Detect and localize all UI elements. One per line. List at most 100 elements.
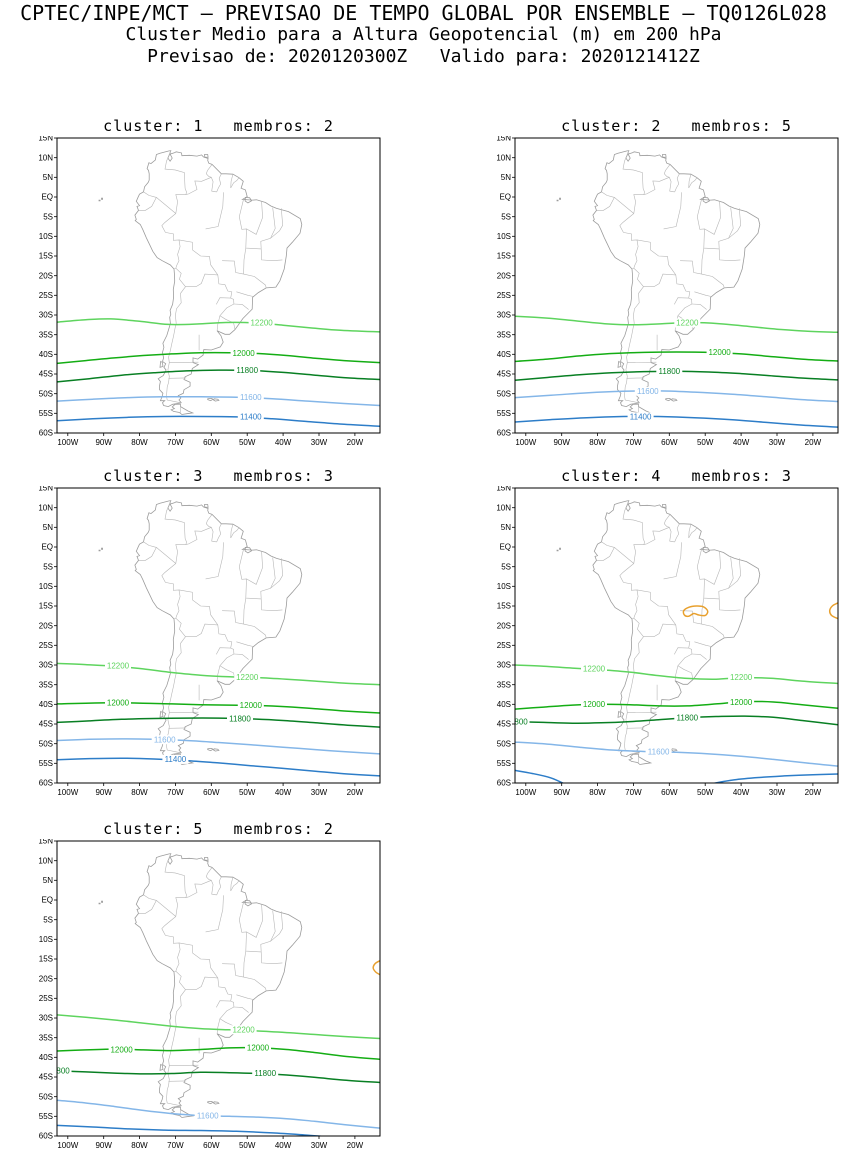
country-border [677,665,694,680]
svg-text:40S: 40S [497,350,511,359]
svg-text:5N: 5N [501,173,511,182]
country-border [233,653,249,660]
svg-text:20W: 20W [805,438,822,447]
svg-text:60W: 60W [661,438,678,447]
contour-label: 12200 [250,319,273,328]
contour-label: 11800 [676,714,698,723]
panel-title: cluster: 3 membros: 3 [103,467,334,485]
country-border [694,641,712,647]
country-border [728,208,742,239]
country-border [233,303,249,310]
country-border [230,527,240,539]
svg-text:30S: 30S [497,661,511,670]
country-border [230,524,234,539]
cluster-5-map: 15N 10N 5N EQ 5S 10S 15S 20S 25S 30S 35S 40S 45S 50S 5… [38,839,381,1150]
country-border [636,239,677,276]
panel-title: cluster: 5 membros: 2 [103,820,334,838]
map-layer: 12200 12000 11800 11600 11400 [515,150,838,428]
country-border [718,207,734,249]
contour-label: 12000 [708,348,731,357]
country-border [701,598,705,625]
svg-text:5S: 5S [43,915,53,924]
contour-11600 [57,738,380,755]
contour-12000 [57,351,380,365]
country-border [663,514,675,543]
contour-label: 12200 [730,673,753,682]
country-border [178,942,219,979]
contour-label: 11600 [154,736,176,745]
contour-label: 12000 [240,701,263,710]
country-border [663,192,682,230]
country-border [694,291,712,297]
svg-text:30W: 30W [769,438,786,447]
country-border [138,547,157,561]
country-border [701,623,725,638]
svg-text:40S: 40S [39,1053,53,1062]
svg-text:10S: 10S [497,232,511,241]
country-border [143,541,176,564]
country-border [674,274,691,305]
country-border [260,557,276,599]
island [244,196,253,204]
country-border [205,164,217,193]
island [244,546,253,554]
island [101,900,103,903]
country-border [175,970,218,990]
island [628,753,653,765]
island [204,504,209,508]
country-border [238,198,262,250]
svg-text:25S: 25S [39,994,53,1003]
contour-12400 [682,605,709,618]
country-border [691,303,707,310]
country-border [219,315,236,330]
contour-label: 11400 [630,413,652,422]
svg-text:80W: 80W [589,438,606,447]
svg-text:15S: 15S [39,602,53,611]
svg-text:50S: 50S [39,1092,53,1101]
contour-label: 12000 [583,700,606,709]
country-border [688,174,692,189]
country-border [636,589,677,626]
contour-12400 [372,959,380,976]
island [170,1106,195,1118]
country-border [622,150,645,214]
svg-text:30W: 30W [311,438,328,447]
country-border [243,623,267,638]
country-border [246,201,263,235]
contour-label: 12200 [236,673,259,682]
svg-text:15S: 15S [497,252,511,261]
contour-12200 [515,664,838,685]
country-border [222,610,244,625]
country-border [216,297,235,331]
svg-text:20W: 20W [347,788,364,797]
map-layer: 12200 12200 12000 12000 11800 11600 11400 [57,500,380,777]
svg-text:30S: 30S [39,311,53,320]
country-border [260,207,276,249]
contour-label: 11800 [658,367,680,376]
contour-label: 11800 [254,1069,276,1078]
island [559,197,561,200]
island [212,1101,220,1105]
country-border [238,901,262,953]
contour-11400 [515,769,565,783]
svg-text:30S: 30S [39,1014,53,1023]
country-border [601,541,634,564]
cluster-panel-3: cluster: 3 membros: 3 15N 10N 5N EQ 5S 10S 15S… [25,450,385,802]
country-border [688,524,692,539]
contour-label: 12000 [730,698,753,707]
svg-text:35S: 35S [39,680,53,689]
contour-label: 12200 [232,1026,255,1035]
svg-text:50S: 50S [39,389,53,398]
cluster-4-map: 15N 10N 5N EQ 5S 10S 15S 20S 25S 30S 35S 40S 45S 50S 5… [496,486,839,797]
country-border [601,191,634,214]
island [101,547,103,550]
contour-label: 12200 [676,319,699,328]
country-border [624,636,644,753]
country-border [624,286,644,403]
contour-11800 [57,717,380,728]
island [556,549,559,552]
svg-text:80W: 80W [589,788,606,797]
svg-text:90W: 90W [553,438,570,447]
svg-text:50W: 50W [697,788,714,797]
island [204,154,209,158]
